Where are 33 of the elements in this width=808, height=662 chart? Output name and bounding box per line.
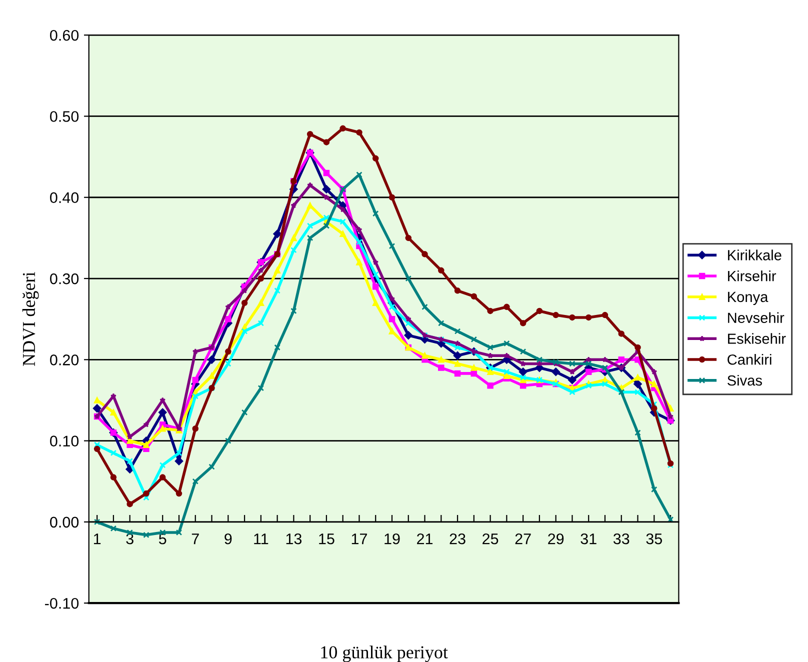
y-tick-label: 0.30 <box>50 273 79 284</box>
y-tick-label: 0.50 <box>50 111 79 122</box>
legend-label: Kirikkale <box>728 250 782 260</box>
legend-label: Nevsehir <box>728 312 784 323</box>
legend-label: Kirsehir <box>728 270 776 282</box>
x-tick-label: 1 <box>94 534 101 544</box>
y-tick-label: -0.10 <box>45 598 79 609</box>
x-tick-label: 25 <box>482 533 498 544</box>
x-tick-label: 17 <box>352 534 367 544</box>
x-tick-label: 27 <box>515 533 531 544</box>
x-tick-label: 13 <box>286 533 302 544</box>
x-axis-title: 10 günlük periyot <box>321 646 448 662</box>
legend-label: Cankiri <box>728 354 772 365</box>
y-tick-label: 0.20 <box>50 354 79 366</box>
x-tick-label: 11 <box>254 534 268 544</box>
x-tick-label: 15 <box>319 534 334 544</box>
legend-label: Eskisehir <box>728 333 786 344</box>
y-tick-label: 0.60 <box>50 30 79 41</box>
x-tick-label: 29 <box>548 533 564 544</box>
x-tick-label: 9 <box>224 533 232 544</box>
x-tick-label: 21 <box>417 533 433 544</box>
y-tick-label: 0.00 <box>50 516 79 528</box>
x-tick-label: 7 <box>192 534 199 544</box>
x-tick-label: 35 <box>646 533 662 544</box>
legend-label: Konya <box>728 292 768 305</box>
y-tick-label: 0.10 <box>50 436 79 446</box>
x-tick-label: 23 <box>450 533 466 544</box>
x-tick-label: 33 <box>613 533 630 544</box>
y-axis-title: NDVI değeri <box>22 272 39 366</box>
y-tick-label: 0.40 <box>50 192 79 204</box>
x-tick-label: 19 <box>384 533 400 544</box>
x-tick-label: 31 <box>580 533 596 544</box>
legend-label: Sivas <box>728 374 762 386</box>
